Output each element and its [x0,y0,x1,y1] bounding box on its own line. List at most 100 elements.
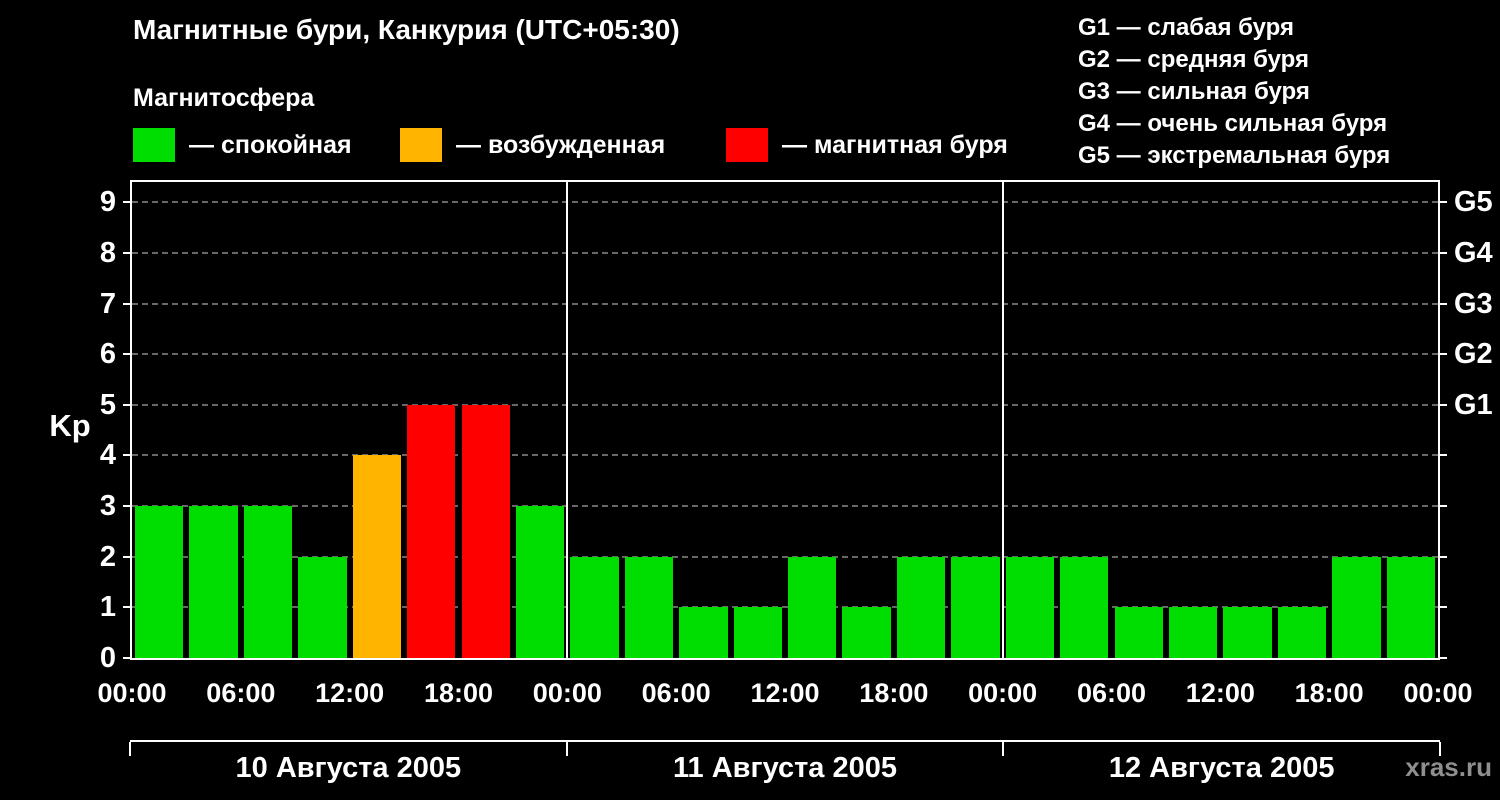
kp-bar [1386,556,1435,658]
kp-bar [679,607,728,658]
kp-bar [1223,607,1272,658]
kp-bar [1060,556,1109,658]
kp-bar [298,556,347,658]
gridline [132,251,1438,254]
y-axis-tick [123,251,132,254]
kp-bar [733,607,782,658]
y-axis-tick [123,657,132,659]
excited-label: — возбужденная [456,130,666,159]
y-axis-tick-label: 7 [99,287,116,320]
time-tick-label: 12:00 [750,678,820,708]
g-scale-tick-label: G2 [1454,338,1493,371]
date-label: 11 Августа 2005 [673,752,897,784]
y-axis-tick [123,454,132,457]
g-scale-tick-label: G5 [1454,186,1493,219]
kp-bar [243,506,293,658]
kp-bar [951,556,1000,658]
time-tick-label: 12:00 [1185,678,1255,708]
date-axis-tick [1439,742,1441,756]
date-label: 10 Августа 2005 [235,752,462,784]
y-axis-tick-label: 9 [99,186,116,219]
y-axis-tick-label: 5 [99,388,116,421]
kp-bar [407,404,456,658]
kp-bar [461,404,510,658]
y-axis-tick [1438,606,1447,609]
y-axis-tick [1438,505,1447,508]
time-tick-label: 18:00 [423,678,494,708]
kp-bar [1114,607,1163,658]
watermark: xras.ru [1405,752,1492,782]
y-axis-tick [123,606,132,609]
legend-item-quiet: — спокойная [133,126,352,164]
y-axis-tick [123,403,132,406]
kp-bar [570,556,619,658]
y-axis-tick-label: 3 [99,490,116,523]
y-axis-tick [1438,251,1447,254]
storm-scale-g3: G3 — сильная буря [1078,78,1310,105]
day-divider-line [566,182,569,658]
date-label: 12 Августа 2005 [1108,752,1335,784]
storm-scale-g5: G5 — экстремальная буря [1078,142,1391,169]
gridline [132,606,1438,609]
y-axis-tick-label: 2 [99,540,116,573]
kp-bar [896,556,946,658]
date-axis: 10 Августа 2005 11 Августа 2005 12 Августа… [129,740,1441,796]
time-tick-label: 12:00 [315,678,385,708]
gridline [132,454,1438,457]
storm-label: — магнитная буря [782,130,1008,159]
y-axis-tick-label: 8 [99,236,116,269]
time-tick-label: 06:00 [641,678,711,708]
y-axis-tick [123,201,132,204]
g-scale-tick-label: G3 [1454,287,1493,320]
gridline [132,505,1438,508]
legend-item-storm: — магнитная буря [726,126,1008,164]
y-axis-tick [1438,403,1447,406]
gridline [132,555,1438,558]
y-axis-tick [123,302,132,305]
gridline [132,353,1438,356]
y-axis-tick [123,353,132,356]
g-scale-tick-label: G1 [1454,388,1493,421]
magnetosphere-heading: Магнитосфера [133,84,315,112]
y-axis-tick [1438,555,1447,558]
time-tick-label: 06:00 [1076,678,1147,708]
quiet-label: — спокойная [189,130,352,159]
y-axis-tick [123,505,132,508]
date-axis-tick [565,742,568,756]
time-tick-label: 00:00 [97,678,167,708]
day-divider-line [1001,182,1004,658]
storm-scale-g2: G2 — средняя буря [1078,46,1309,73]
kp-bar [1277,607,1327,658]
kp-bar [515,506,565,658]
y-axis-tick [123,555,132,558]
time-tick-label: 00:00 [1403,678,1473,708]
storm-scale-g4: G4 — очень сильная буря [1078,110,1388,137]
y-axis-tick-label: 4 [99,439,116,472]
kp-bar [788,556,837,658]
storm-color-swatch [726,128,768,162]
y-axis-tick [1438,201,1447,204]
gridline [132,201,1438,204]
kp-bar [189,506,238,658]
kp-bar [842,607,891,658]
legend-item-excited: — возбужденная [400,126,665,164]
magnetosphere-legend: — спокойная — возбужденная — магнитная б… [0,126,1100,166]
y-axis-tick [1438,353,1447,356]
excited-color-swatch [400,128,442,162]
time-tick-label: 00:00 [968,678,1038,708]
time-tick-label: 18:00 [1294,678,1364,708]
y-axis-label: Kp [49,408,91,443]
g-scale-tick-label: G4 [1454,236,1493,269]
y-axis-tick-label: 6 [99,338,116,371]
plot-area: 0 1 2 3 4 5 6 7 8 9 G1 G2 G3 G4 G5 00:00 06:00 12:00 18:00… [97,180,1493,708]
date-axis-tick [1002,742,1005,756]
kp-bar [1005,556,1055,658]
chart-title: Магнитные бури, Канкурия (UTC+05:30) [133,14,680,45]
y-axis-tick-label: 0 [99,642,116,674]
gridline [132,403,1438,406]
time-tick-label: 06:00 [206,678,276,708]
storm-scale-legend: G1 — слабая буря G2 — средняя буря G3 — … [1078,12,1390,172]
kp-bar [135,506,184,658]
kp-bar [1168,607,1218,658]
